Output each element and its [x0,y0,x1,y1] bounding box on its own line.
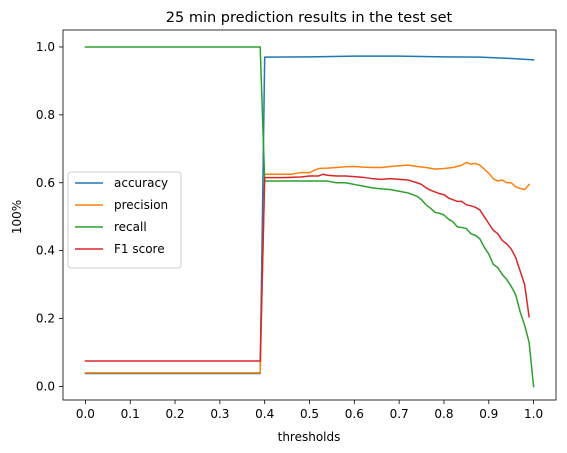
legend-label: accuracy [114,176,168,190]
legend-label: recall [114,220,147,234]
y-tick-label: 0.8 [36,108,55,122]
x-tick-label: 0.0 [76,407,95,421]
plot-area [84,46,535,388]
y-tick-label: 0.0 [36,379,55,393]
series-line-1 [84,161,531,374]
x-tick-label: 0.5 [300,407,319,421]
x-tick-label: 0.7 [390,407,409,421]
series-line-2 [84,46,535,388]
series-line-0 [84,55,535,375]
legend: accuracy precision recall F1 score [67,171,182,269]
legend-label: F1 score [114,242,165,256]
x-tick-label: 0.3 [210,407,229,421]
legend-label: precision [114,198,168,212]
axes: 0.0 0.1 0.2 0.3 0.4 0.5 0.6 0.7 0.8 0.9 1.0 0.0 0.2 0… [36,29,557,421]
x-tick-label: 1.0 [524,407,543,421]
y-tick-label: 0.6 [36,176,55,190]
series-line-3 [84,173,530,362]
y-tick-label: 0.4 [36,244,55,258]
x-tick-label: 0.1 [121,407,140,421]
legend-box [67,171,182,269]
y-axis-label: 100% [10,200,24,234]
x-tick-label: 0.6 [345,407,364,421]
x-tick-label: 0.8 [434,407,453,421]
x-tick-label: 0.4 [255,407,274,421]
y-tick-label: 0.2 [36,312,55,326]
x-tick-label: 0.2 [165,407,184,421]
x-axis-label: thresholds [278,430,341,444]
chart-title: 25 min prediction results in the test se… [166,10,453,26]
x-tick-label: 0.9 [479,407,498,421]
y-tick-label: 1.0 [36,40,55,54]
